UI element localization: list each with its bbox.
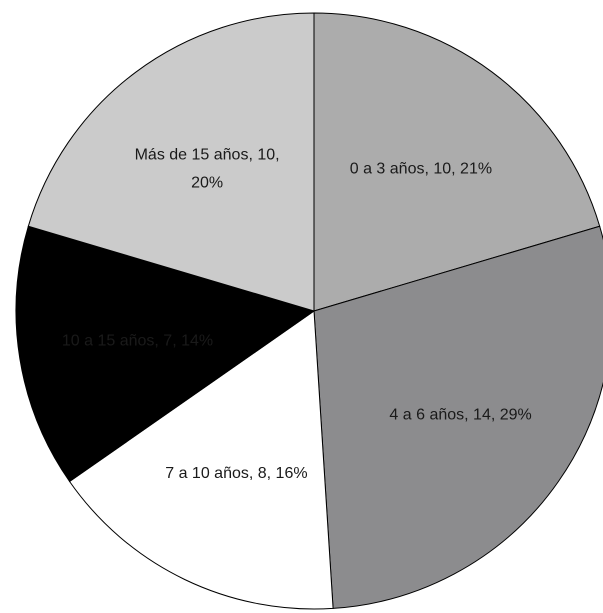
data-label-2: 4 a 6 años, 14, 29% [389, 406, 531, 423]
data-label-3: 7 a 10 años, 8, 16% [165, 465, 307, 482]
data-label-4: 10 a 15 años, 7, 14% [62, 333, 213, 350]
pie-slice-3 [68, 310, 334, 610]
pie-labels: 0 a 3 años, 10, 21% 4 a 6 años, 14, 29% 7 … [62, 147, 532, 482]
pie-slice-4 [15, 225, 316, 483]
data-label-5: Más de 15 años, 10, 20% [135, 147, 280, 192]
pie-slices [15, 12, 603, 610]
pie-slice-5 [27, 12, 315, 312]
pie-slice-2 [313, 225, 603, 609]
data-label-1: 0 a 3 años, 10, 21% [350, 161, 492, 178]
pie-slice-1 [313, 12, 601, 312]
